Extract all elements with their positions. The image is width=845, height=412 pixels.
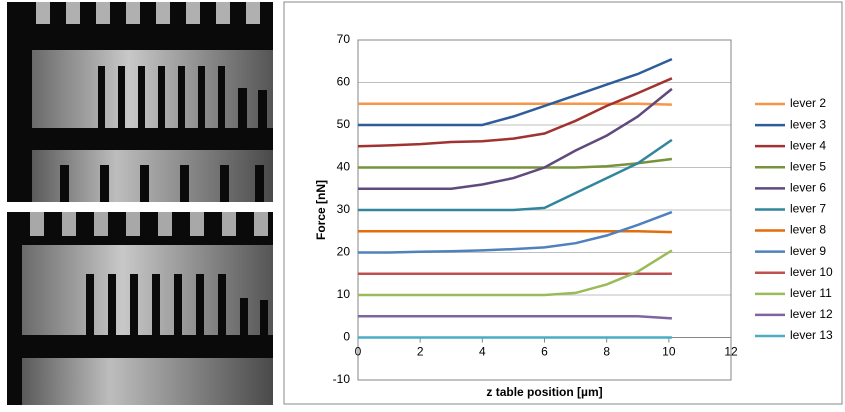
series-line [358,102,672,106]
legend-label: lever 7 [790,202,826,216]
x-tick-label: 4 [479,345,486,359]
legend-label: lever 4 [790,138,826,152]
series-line [358,87,673,191]
legend-label: lever 5 [790,159,826,173]
legend-label: lever 6 [790,181,826,195]
x-tick-label: 2 [417,345,424,359]
series-line [357,77,673,148]
y-tick-label: 50 [337,117,351,131]
series-line [358,249,673,297]
x-tick-label: 0 [355,345,362,359]
legend-label: lever 11 [790,286,832,300]
series-line [358,157,673,169]
photo-top [7,2,273,202]
legend-label: lever 10 [790,265,833,279]
x-tick-label: 10 [662,345,676,359]
photo-bottom [7,212,273,405]
y-tick-label: -10 [333,372,351,386]
legend-label: lever 9 [790,244,826,258]
series-line [358,315,672,320]
legend-label: lever 2 [790,96,826,110]
chart-frame [283,1,843,405]
legend-label: lever 8 [790,223,826,237]
y-tick-label: 0 [343,330,350,344]
y-axis-label: Force [nN] [314,180,328,240]
y-tick-label: 30 [337,202,351,216]
y-tick-label: 10 [337,287,351,301]
legend-label: lever 12 [790,307,833,321]
x-tick-label: 8 [603,345,610,359]
y-tick-label: 40 [337,160,351,174]
series-line [358,138,673,212]
legend-label: lever 3 [790,117,826,131]
y-tick-label: 20 [337,245,351,259]
chart: -10 0 10 20 30 40 50 60 70 0 2 4 6 8 10 12 z table posit… [314,32,833,399]
x-axis-label: z table position [µm] [486,385,602,399]
legend-label: lever 13 [790,328,833,342]
x-tick-label: 12 [724,345,738,359]
series-line [358,210,673,254]
series-line [358,57,673,127]
series-line [358,230,672,234]
y-tick-label: 70 [337,32,351,46]
x-tick-label: 6 [541,345,548,359]
y-tick-label: 60 [337,75,351,89]
